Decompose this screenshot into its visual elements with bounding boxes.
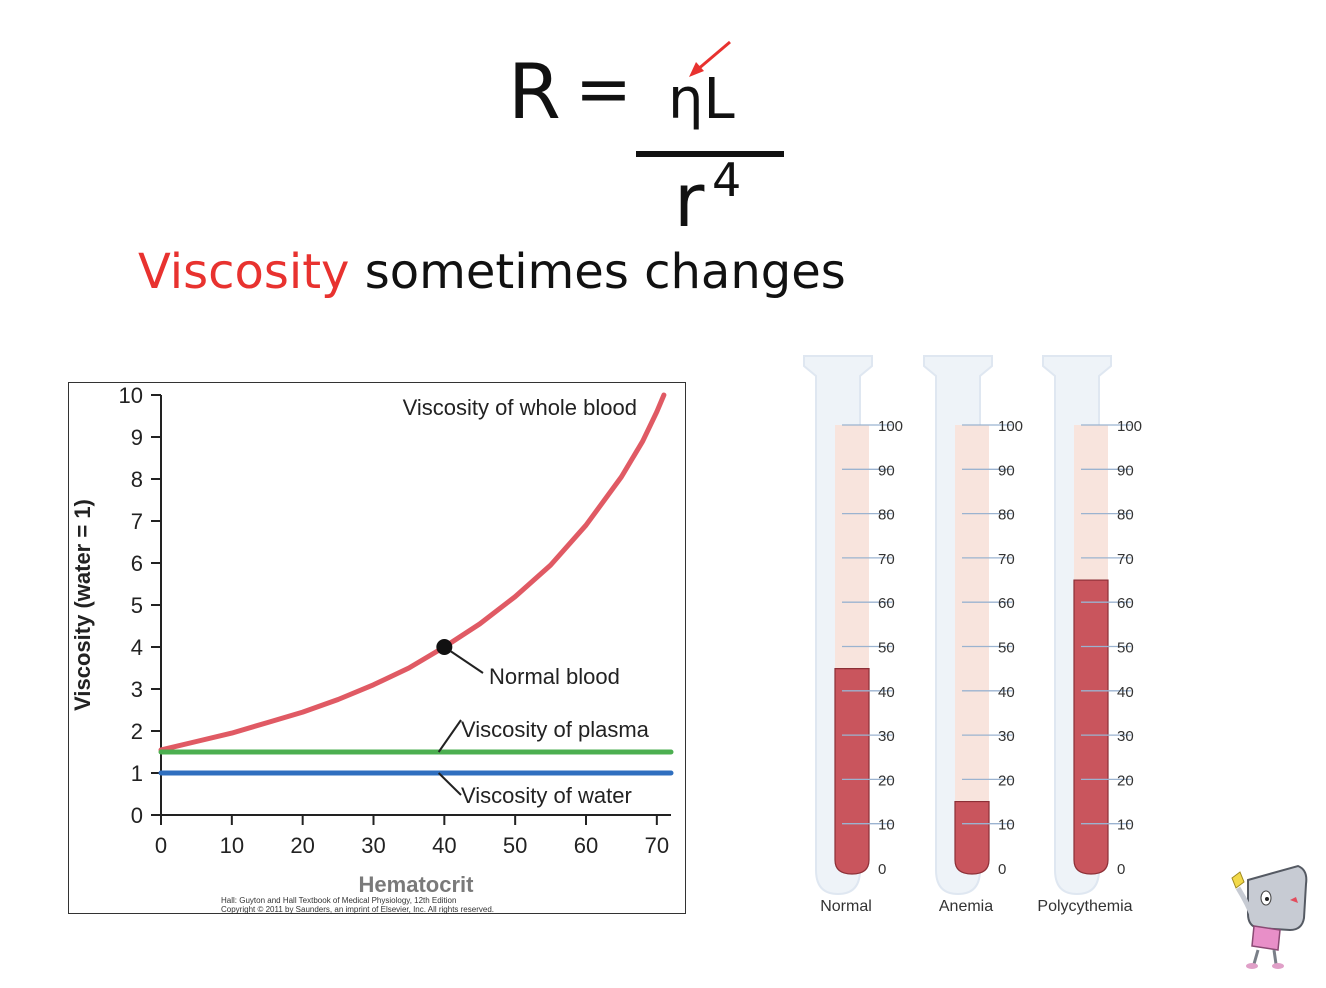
scale-label: 20 <box>878 772 895 789</box>
x-axis-label: Hematocrit <box>359 872 475 897</box>
formula-denominator-base: r <box>674 158 705 240</box>
scale-label: 100 <box>998 418 1023 435</box>
red-arrow-icon <box>689 40 731 77</box>
x-tick-label: 70 <box>645 833 669 858</box>
x-tick-label: 10 <box>220 833 244 858</box>
y-tick-label: 9 <box>131 425 143 450</box>
formula-denominator-exponent: 4 <box>712 153 741 207</box>
scale-label: 70 <box>1117 551 1134 568</box>
scale-label: 90 <box>998 462 1015 479</box>
plasma-layer <box>955 425 989 802</box>
scale-label: 0 <box>998 861 1006 878</box>
scale-label: 40 <box>878 684 895 701</box>
tube-normal: 0 10 20 30 40 50 60 70 80 90 100 Normal <box>803 355 903 915</box>
tube-label: Anemia <box>939 898 993 915</box>
scale-label: 0 <box>1117 861 1125 878</box>
scale-label: 10 <box>1117 817 1134 834</box>
y-tick-label: 3 <box>131 677 143 702</box>
scale-label: 60 <box>1117 595 1134 612</box>
scale-label: 10 <box>878 817 895 834</box>
x-tick-label: 50 <box>503 833 527 858</box>
scale-label: 50 <box>1117 640 1134 657</box>
y-tick-label: 10 <box>119 383 143 408</box>
viscosity-chart: 0 1 2 3 4 5 6 7 8 9 10 0 10 20 30 40 50 60 70 Viscosity of… <box>68 382 686 914</box>
scale-label: 30 <box>1117 728 1134 745</box>
tube-label: Polycythemia <box>1037 898 1132 915</box>
tube-label: Normal <box>820 898 872 915</box>
scale-label: 60 <box>998 595 1015 612</box>
scale-label: 100 <box>1117 418 1142 435</box>
y-tick-label: 2 <box>131 719 143 744</box>
scale-label: 80 <box>878 507 895 524</box>
mascot-cartoon-icon <box>1231 864 1308 969</box>
scale-label: 40 <box>998 684 1015 701</box>
y-tick-label: 0 <box>131 803 143 828</box>
normal-blood-point <box>436 639 453 655</box>
scale-label: 90 <box>878 462 895 479</box>
plasma-layer <box>1074 425 1108 581</box>
y-axis-label: Viscosity (water = 1) <box>70 499 95 711</box>
scale-label: 30 <box>998 728 1015 745</box>
slide-subtitle: Viscosity sometimes changes <box>138 240 846 304</box>
credit-line-2: Copyright © 2011 by Saunders, an imprint… <box>221 905 494 913</box>
label-normal-blood: Normal blood <box>489 664 620 689</box>
tube-anemia: 0 10 20 30 40 50 60 70 80 90 100 Anemia <box>923 355 1023 915</box>
cell-column <box>834 668 870 875</box>
credit-line-1: Hall: Guyton and Hall Textbook of Medica… <box>221 896 456 905</box>
x-tick-label: 20 <box>290 833 314 858</box>
formula: R = ηL r 4 <box>508 40 784 240</box>
hematocrit-tubes: 0102030405060708090100Normal010203040506… <box>803 355 1142 915</box>
leader-normal-blood <box>449 650 484 674</box>
plasma-layer <box>835 425 869 669</box>
y-tick-label: 6 <box>131 551 143 576</box>
scale-label: 90 <box>1117 462 1134 479</box>
x-tick-label: 30 <box>361 833 385 858</box>
scale-label: 100 <box>878 418 903 435</box>
scale-label: 10 <box>998 817 1015 834</box>
scale-label: 20 <box>998 772 1015 789</box>
cell-column <box>954 800 990 875</box>
y-tick-label: 4 <box>131 635 143 660</box>
viscosity-chart-plot: 0 1 2 3 4 5 6 7 8 9 10 0 10 20 30 40 50 60 70 Viscosity of… <box>70 383 674 913</box>
cell-column <box>1073 579 1109 875</box>
scale-label: 50 <box>998 640 1015 657</box>
subtitle-highlight: Viscosity <box>138 244 350 300</box>
label-plasma: Viscosity of plasma <box>461 717 650 742</box>
scale-label: 40 <box>1117 684 1134 701</box>
scale-label: 30 <box>878 728 895 745</box>
leader-plasma <box>437 719 462 753</box>
y-tick-label: 5 <box>131 593 143 618</box>
scale-label: 50 <box>878 640 895 657</box>
scale-label: 80 <box>998 507 1015 524</box>
y-tick-label: 7 <box>131 509 143 534</box>
formula-lhs: R <box>508 47 561 136</box>
tube-polycythemia: 0 10 20 30 40 50 60 70 80 90 100 Polycythemia <box>1037 355 1142 915</box>
leader-water <box>437 772 462 796</box>
scale-label: 20 <box>1117 772 1134 789</box>
label-whole-blood: Viscosity of whole blood <box>403 395 637 420</box>
formula-numerator: ηL <box>668 67 735 132</box>
y-tick-label: 1 <box>131 761 143 786</box>
fraction-bar <box>636 151 784 157</box>
scale-label: 70 <box>878 551 895 568</box>
scale-label: 80 <box>1117 507 1134 524</box>
subtitle-rest: sometimes changes <box>349 244 846 300</box>
y-tick-label: 8 <box>131 467 143 492</box>
scale-label: 70 <box>998 551 1015 568</box>
formula-equals: = <box>575 50 632 129</box>
label-water: Viscosity of water <box>461 783 632 808</box>
x-tick-label: 60 <box>574 833 598 858</box>
scale-label: 60 <box>878 595 895 612</box>
x-tick-label: 40 <box>432 833 456 858</box>
scale-label: 0 <box>878 861 886 878</box>
series-viscosity-of-whole-blood <box>158 392 667 753</box>
x-tick-label: 0 <box>155 833 167 858</box>
